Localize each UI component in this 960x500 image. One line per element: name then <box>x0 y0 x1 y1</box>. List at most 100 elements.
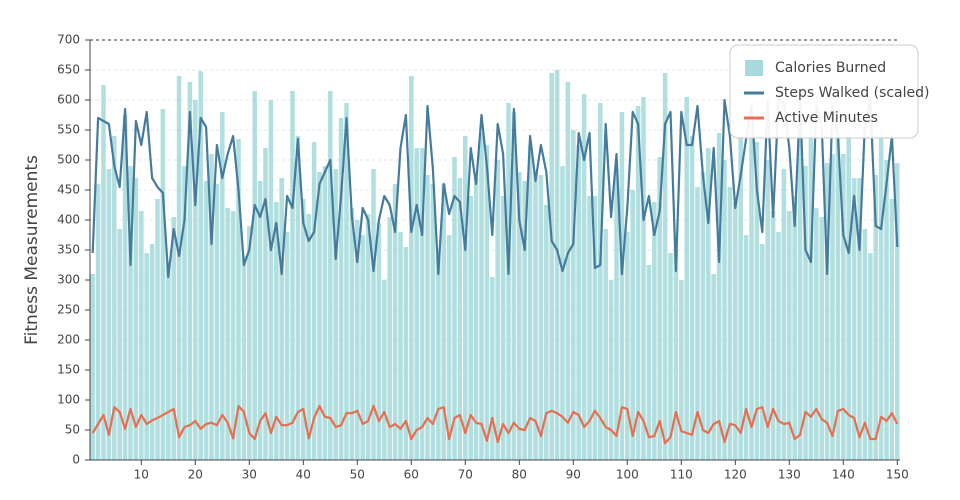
bar <box>716 133 722 460</box>
bar <box>549 73 554 460</box>
bar <box>209 154 214 460</box>
bar <box>182 166 187 460</box>
bar <box>857 178 862 460</box>
bar <box>603 229 608 460</box>
bar <box>220 112 225 460</box>
bar <box>695 187 700 460</box>
bar <box>841 154 846 460</box>
legend-label: Active Minutes <box>775 110 878 126</box>
bar <box>230 211 236 460</box>
bar <box>873 175 878 460</box>
bar <box>684 97 689 460</box>
bar <box>851 178 857 460</box>
y-tick-label: 450 <box>57 183 80 197</box>
bar <box>571 130 576 460</box>
bar <box>247 226 252 460</box>
legend-swatch <box>745 60 763 76</box>
bar <box>625 232 630 460</box>
bar <box>274 202 279 460</box>
bar <box>776 232 781 460</box>
legend-label: Calories Burned <box>775 60 886 76</box>
bar <box>581 94 587 460</box>
bar <box>263 148 268 460</box>
y-tick-label: 500 <box>57 153 80 167</box>
bar <box>387 217 392 460</box>
bar <box>382 280 387 460</box>
bar <box>301 199 306 460</box>
bar <box>463 136 468 460</box>
bar <box>500 196 506 460</box>
bar <box>587 196 592 460</box>
bar <box>133 178 139 460</box>
bar <box>290 91 295 460</box>
bar <box>446 235 452 460</box>
y-tick-label: 250 <box>57 303 80 317</box>
bar <box>722 160 727 460</box>
bar <box>814 208 819 460</box>
bar <box>409 76 414 460</box>
bar <box>295 136 301 460</box>
bar <box>452 157 457 460</box>
bar <box>673 250 679 460</box>
bar <box>166 262 171 460</box>
x-tick-label: 40 <box>296 468 311 482</box>
bar <box>511 112 517 460</box>
bar <box>765 160 770 460</box>
y-tick-label: 50 <box>65 423 80 437</box>
bar <box>522 181 527 460</box>
bar <box>533 172 538 460</box>
bar <box>376 223 382 460</box>
bar <box>770 211 776 460</box>
bar <box>306 214 311 460</box>
bar <box>365 214 371 460</box>
x-tick-label: 20 <box>188 468 203 482</box>
bar <box>252 91 257 460</box>
bar <box>862 229 868 460</box>
bar <box>506 103 511 460</box>
bar <box>598 103 603 460</box>
bar <box>484 145 490 460</box>
bar <box>403 247 409 460</box>
bar <box>257 181 263 460</box>
bar <box>560 166 565 460</box>
x-tick-label: 50 <box>350 468 365 482</box>
bar <box>198 71 203 460</box>
bar <box>652 202 657 460</box>
bar <box>662 73 668 460</box>
bar <box>727 187 733 460</box>
bar <box>706 148 711 460</box>
bar <box>317 172 322 460</box>
bar <box>738 136 743 460</box>
x-tick-label: 110 <box>670 468 693 482</box>
bar <box>236 139 241 460</box>
y-tick-label: 150 <box>57 363 80 377</box>
x-tick-label: 120 <box>724 468 747 482</box>
y-tick-label: 100 <box>57 393 80 407</box>
bar <box>349 208 355 460</box>
x-tick-label: 90 <box>566 468 581 482</box>
bar <box>355 220 360 460</box>
bar <box>338 118 344 460</box>
bar <box>689 136 695 460</box>
bar <box>457 178 463 460</box>
bar <box>630 190 635 460</box>
y-tick-label: 0 <box>72 453 80 467</box>
bar <box>117 229 122 460</box>
y-tick-label: 700 <box>57 33 80 47</box>
bar <box>743 235 749 460</box>
y-tick-label: 300 <box>57 273 80 287</box>
bar <box>176 76 182 460</box>
x-tick-label: 150 <box>886 468 909 482</box>
bar <box>781 169 787 460</box>
bar <box>128 166 133 460</box>
x-tick-label: 130 <box>778 468 801 482</box>
bar <box>641 97 646 460</box>
bar <box>214 184 220 460</box>
bar <box>95 184 101 460</box>
bar <box>835 136 841 460</box>
bar <box>808 124 814 460</box>
bar <box>171 217 176 460</box>
x-tick-label: 30 <box>242 468 257 482</box>
bar <box>635 106 641 460</box>
